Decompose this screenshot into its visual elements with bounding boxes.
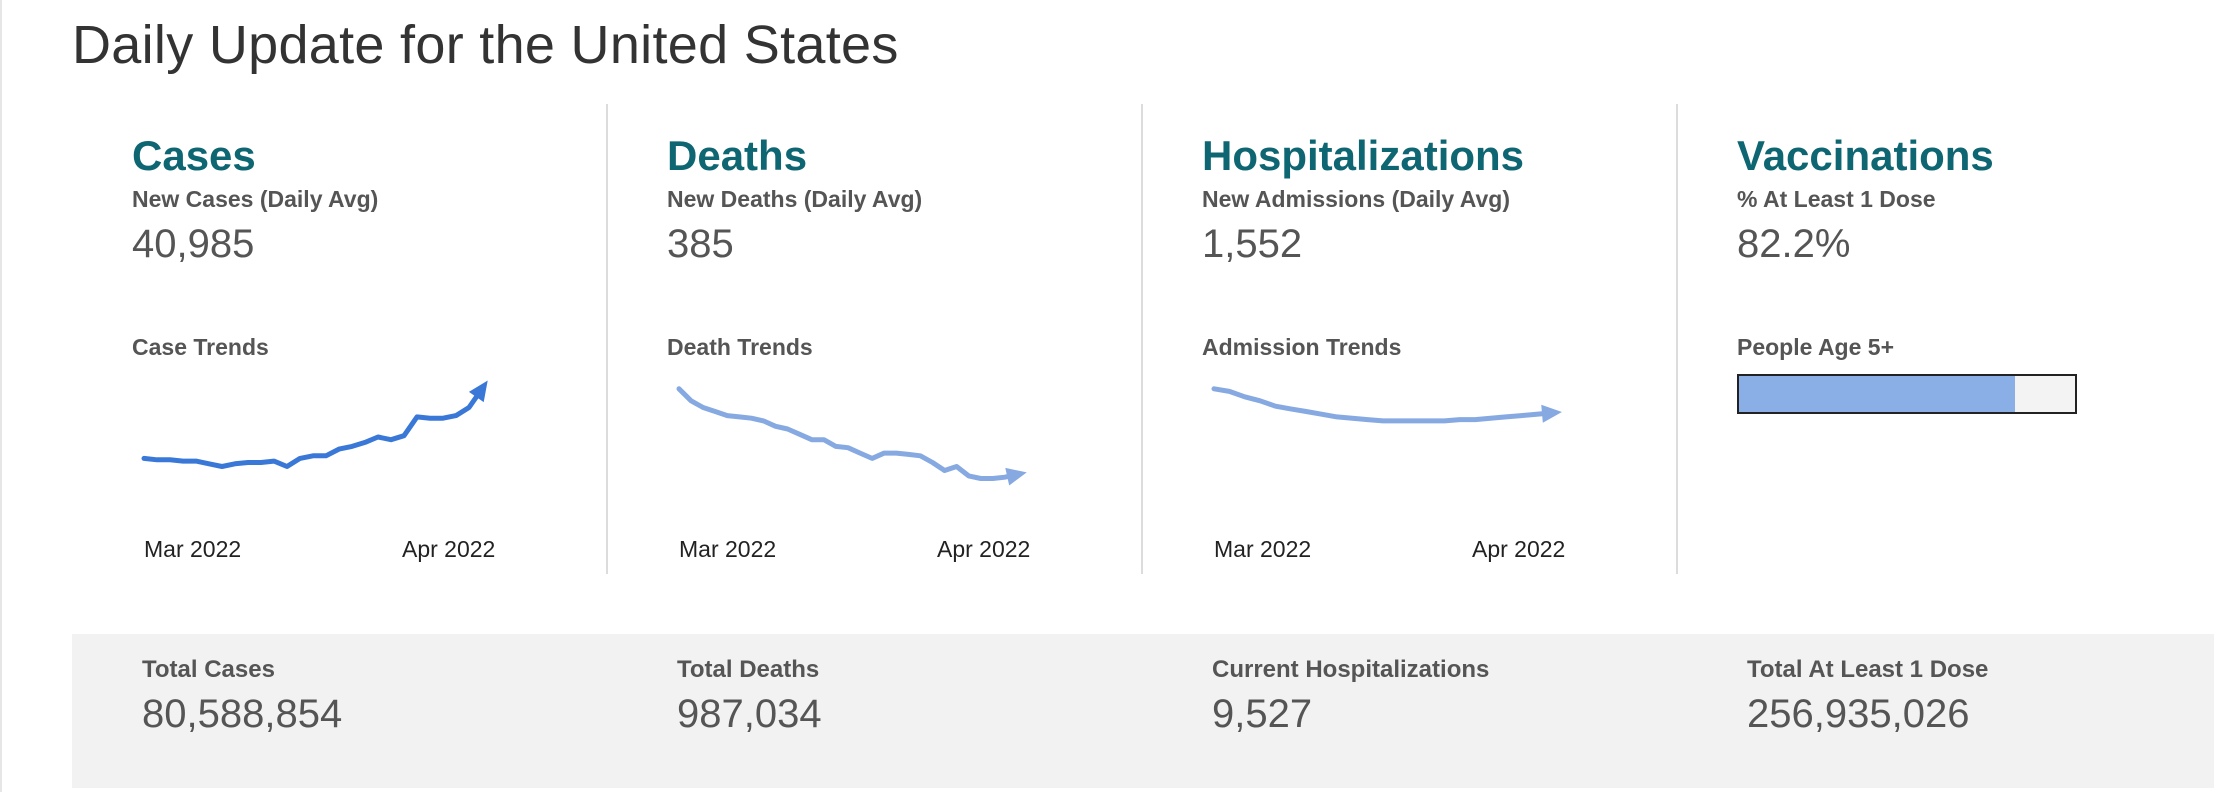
total-at-least-one-dose-value: 256,935,026	[1747, 692, 1970, 736]
current-hospitalizations: Current Hospitalizations 9,527	[1212, 656, 1489, 737]
total-cases-value: 80,588,854	[142, 692, 343, 736]
at-least-one-dose-label: % At Least 1 Dose	[1737, 186, 1936, 212]
vaccination-progress-fill	[1739, 376, 2016, 412]
page-title: Daily Update for the United States	[72, 15, 899, 75]
admission-trends-chart	[1211, 386, 1562, 424]
hospitalizations-title[interactable]: Hospitalizations	[1202, 132, 1525, 179]
deaths-xtick-apr: Apr 2022	[937, 536, 1031, 562]
hospitalizations-panel: Hospitalizations New Admissions (Daily A…	[1142, 104, 1677, 574]
total-deaths: Total Deaths 987,034	[677, 656, 822, 737]
admission-trends-label: Admission Trends	[1202, 334, 1402, 360]
current-hospitalizations-label: Current Hospitalizations	[1212, 656, 1490, 683]
deaths-trend-arrow-icon	[1005, 467, 1027, 486]
total-deaths-label: Total Deaths	[677, 656, 820, 683]
new-admissions-value: 1,552	[1202, 222, 1303, 266]
at-least-one-dose-value: 82.2%	[1737, 222, 1851, 266]
cases-trend-line	[141, 386, 485, 469]
admissions-xtick-apr: Apr 2022	[1472, 536, 1566, 562]
vaccinations-panel: Vaccinations % At Least 1 Dose 82.2% Peo…	[1677, 104, 2212, 574]
total-deaths-value: 987,034	[677, 692, 822, 736]
new-cases-label: New Cases (Daily Avg)	[132, 186, 379, 212]
vaccinations-title[interactable]: Vaccinations	[1737, 132, 1994, 179]
cases-panel: Cases New Cases (Daily Avg) 40,985 Case …	[72, 104, 607, 574]
case-trends-label: Case Trends	[132, 334, 269, 360]
death-trends-label: Death Trends	[667, 334, 813, 360]
total-at-least-one-dose-label: Total At Least 1 Dose	[1747, 656, 1989, 683]
admissions-xtick-mar: Mar 2022	[1214, 536, 1312, 562]
new-deaths-label: New Deaths (Daily Avg)	[667, 186, 923, 212]
totals-bar: Total Cases 80,588,854 Total Deaths 987,…	[72, 634, 2214, 788]
deaths-panel: Deaths New Deaths (Daily Avg) 385 Death …	[607, 104, 1142, 574]
panel-divider	[1141, 104, 1143, 574]
current-hospitalizations-value: 9,527	[1212, 692, 1313, 736]
new-cases-value: 40,985	[132, 222, 255, 266]
people-age-label: People Age 5+	[1737, 334, 1895, 360]
total-at-least-one-dose: Total At Least 1 Dose 256,935,026	[1747, 656, 1988, 737]
cases-xtick-mar: Mar 2022	[144, 536, 242, 562]
admissions-trend-line	[1211, 386, 1555, 424]
deaths-title[interactable]: Deaths	[667, 132, 808, 179]
new-deaths-value: 385	[667, 222, 734, 266]
total-cases-label: Total Cases	[142, 656, 275, 683]
case-trends-chart	[141, 380, 488, 469]
death-trends-chart	[676, 386, 1027, 486]
cases-xtick-apr: Apr 2022	[402, 536, 496, 562]
vaccination-progress-bar	[1737, 374, 2077, 414]
cases-title[interactable]: Cases	[132, 132, 256, 179]
total-cases: Total Cases 80,588,854	[142, 656, 342, 737]
deaths-trend-line	[676, 386, 1020, 481]
cases-trend-arrow-icon	[468, 380, 488, 403]
panel-divider	[606, 104, 608, 574]
new-admissions-label: New Admissions (Daily Avg)	[1202, 186, 1511, 212]
panel-divider	[1676, 104, 1678, 574]
deaths-xtick-mar: Mar 2022	[679, 536, 777, 562]
left-edge-rule	[0, 0, 2, 792]
admissions-trend-arrow-icon	[1541, 404, 1562, 423]
